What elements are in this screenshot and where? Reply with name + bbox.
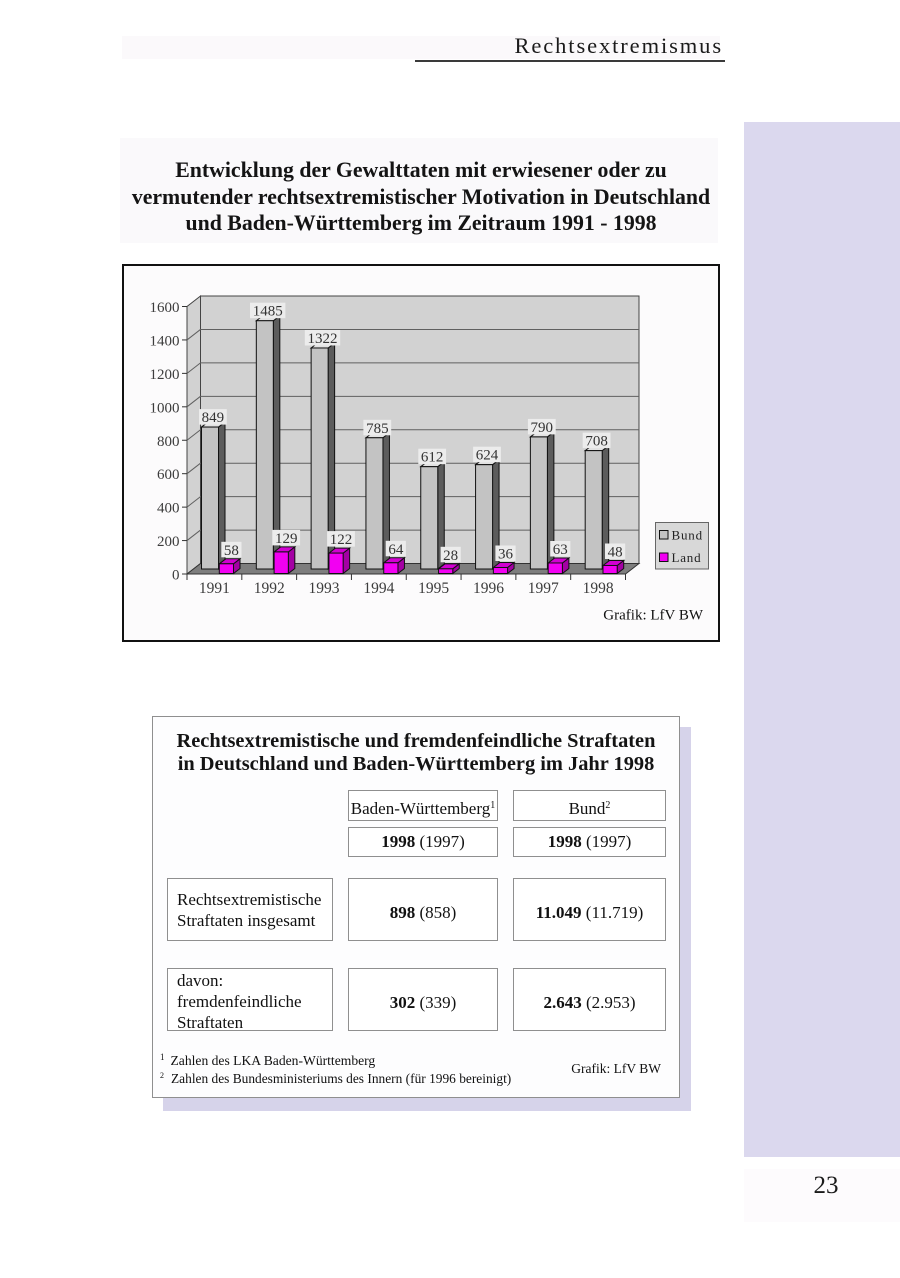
svg-text:1992: 1992 bbox=[254, 580, 285, 597]
svg-text:790: 790 bbox=[531, 420, 554, 436]
svg-text:1322: 1322 bbox=[308, 331, 338, 347]
svg-text:1485: 1485 bbox=[253, 304, 283, 320]
svg-text:708: 708 bbox=[585, 434, 608, 450]
svg-text:0: 0 bbox=[172, 568, 180, 584]
svg-text:624: 624 bbox=[476, 448, 499, 464]
svg-text:800: 800 bbox=[157, 434, 180, 450]
svg-text:Bund: Bund bbox=[672, 528, 703, 543]
svg-text:122: 122 bbox=[330, 532, 353, 548]
svg-text:58: 58 bbox=[224, 543, 239, 559]
svg-text:Grafik: LfV BW: Grafik: LfV BW bbox=[603, 608, 704, 624]
svg-text:1400: 1400 bbox=[150, 333, 180, 349]
svg-text:64: 64 bbox=[388, 542, 404, 558]
svg-text:1600: 1600 bbox=[150, 300, 180, 316]
svg-text:1000: 1000 bbox=[150, 400, 180, 416]
svg-text:1996: 1996 bbox=[473, 580, 504, 597]
svg-text:63: 63 bbox=[553, 542, 568, 558]
svg-text:1998: 1998 bbox=[583, 580, 614, 597]
svg-text:1995: 1995 bbox=[418, 580, 449, 597]
svg-text:1993: 1993 bbox=[309, 580, 340, 597]
svg-text:1991: 1991 bbox=[199, 580, 230, 597]
svg-text:600: 600 bbox=[157, 467, 180, 483]
svg-text:849: 849 bbox=[202, 410, 225, 426]
svg-text:48: 48 bbox=[608, 544, 623, 560]
svg-text:Land: Land bbox=[672, 550, 702, 565]
svg-text:129: 129 bbox=[275, 531, 298, 547]
svg-text:200: 200 bbox=[157, 534, 180, 550]
svg-text:28: 28 bbox=[443, 548, 458, 564]
svg-text:36: 36 bbox=[498, 546, 514, 562]
svg-text:1994: 1994 bbox=[363, 580, 394, 597]
svg-text:400: 400 bbox=[157, 501, 180, 517]
svg-text:1200: 1200 bbox=[150, 367, 180, 383]
svg-text:785: 785 bbox=[366, 421, 389, 437]
svg-text:1997: 1997 bbox=[528, 580, 559, 597]
svg-text:612: 612 bbox=[421, 450, 444, 466]
